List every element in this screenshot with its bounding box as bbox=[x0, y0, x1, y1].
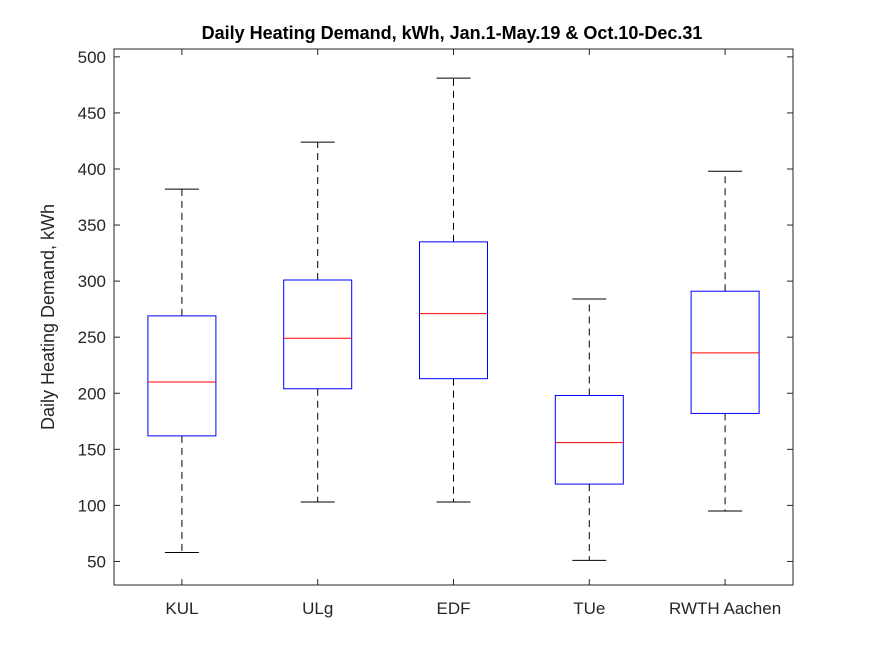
box-2 bbox=[419, 77, 488, 503]
x-axis: KUL ULg EDF TUe RWTH Aachen bbox=[165, 49, 781, 618]
y-tick-label-50: 50 bbox=[87, 552, 106, 571]
iqr-box bbox=[419, 241, 488, 380]
boxes-group bbox=[147, 77, 760, 561]
box-0 bbox=[147, 188, 217, 553]
y-tick-label-100: 100 bbox=[78, 496, 106, 515]
y-tick-label-350: 350 bbox=[78, 216, 106, 235]
plot-area bbox=[113, 48, 794, 586]
y-axis: 50 100 150 200 250 300 350 400 450 500 bbox=[78, 48, 793, 571]
y-tick-label-200: 200 bbox=[78, 384, 106, 403]
iqr-box bbox=[690, 290, 760, 414]
y-tick-label-300: 300 bbox=[78, 272, 106, 291]
box-4 bbox=[690, 170, 760, 512]
iqr-box bbox=[554, 394, 624, 485]
x-tick-label-3: TUe bbox=[573, 599, 605, 618]
chart-title: Daily Heating Demand, kWh, Jan.1-May.19 … bbox=[202, 23, 703, 43]
y-tick-label-450: 450 bbox=[78, 104, 106, 123]
y-axis-label: Daily Heating Demand, kWh bbox=[38, 204, 58, 430]
x-tick-label-4: RWTH Aachen bbox=[669, 599, 781, 618]
y-tick-label-500: 500 bbox=[78, 48, 106, 67]
box-1 bbox=[283, 141, 353, 503]
iqr-box bbox=[147, 315, 217, 437]
x-tick-label-2: EDF bbox=[437, 599, 471, 618]
x-tick-label-1: ULg bbox=[302, 599, 333, 618]
y-tick-label-250: 250 bbox=[78, 328, 106, 347]
box-3 bbox=[554, 298, 624, 561]
iqr-box bbox=[283, 279, 353, 390]
x-tick-label-0: KUL bbox=[165, 599, 198, 618]
y-tick-label-400: 400 bbox=[78, 160, 106, 179]
y-tick-label-150: 150 bbox=[78, 440, 106, 459]
